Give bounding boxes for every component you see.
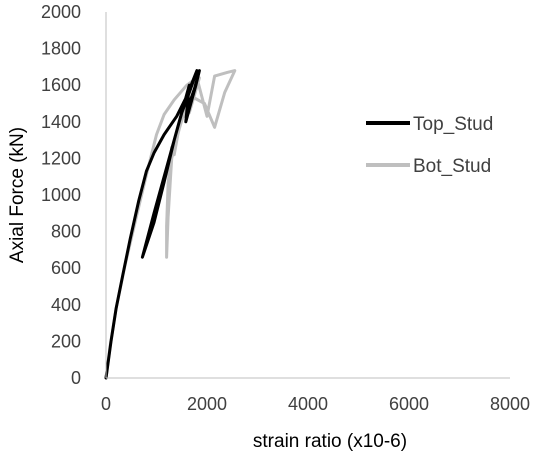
x-tick-label: 8000 [490,394,530,414]
y-tick-label: 800 [51,222,81,242]
legend-label-bot-stud: Bot_Stud [413,156,491,177]
x-tick-label: 0 [101,394,111,414]
y-tick-label: 1200 [41,148,81,168]
legend-label-top-stud: Top_Stud [413,114,493,135]
y-axis-title: Axial Force (kN) [7,127,28,263]
legend: Top_Stud Bot_Stud [366,114,493,177]
x-tick-label: 2000 [187,394,227,414]
x-tick-label: 6000 [389,394,429,414]
plot-lines [104,69,237,380]
y-tick-label: 1400 [41,112,81,132]
x-axis-title: strain ratio (x10-6) [253,431,407,452]
series-line-top-stud [104,69,201,380]
x-tick-labels: 0 2000 4000 6000 8000 [101,394,530,414]
x-tick-label: 4000 [288,394,328,414]
y-tick-label: 2000 [41,2,81,22]
y-tick-label: 1600 [41,75,81,95]
y-tick-labels: 0 200 400 600 800 1000 1200 1400 1600 1800 2000 [41,2,81,388]
y-tick-label: 1800 [41,39,81,59]
y-tick-label: 1000 [41,185,81,205]
y-tick-label: 0 [71,368,81,388]
y-tick-label: 200 [51,331,81,351]
series-line-bot-stud [104,69,237,380]
y-tick-label: 600 [51,258,81,278]
y-tick-label: 400 [51,295,81,315]
